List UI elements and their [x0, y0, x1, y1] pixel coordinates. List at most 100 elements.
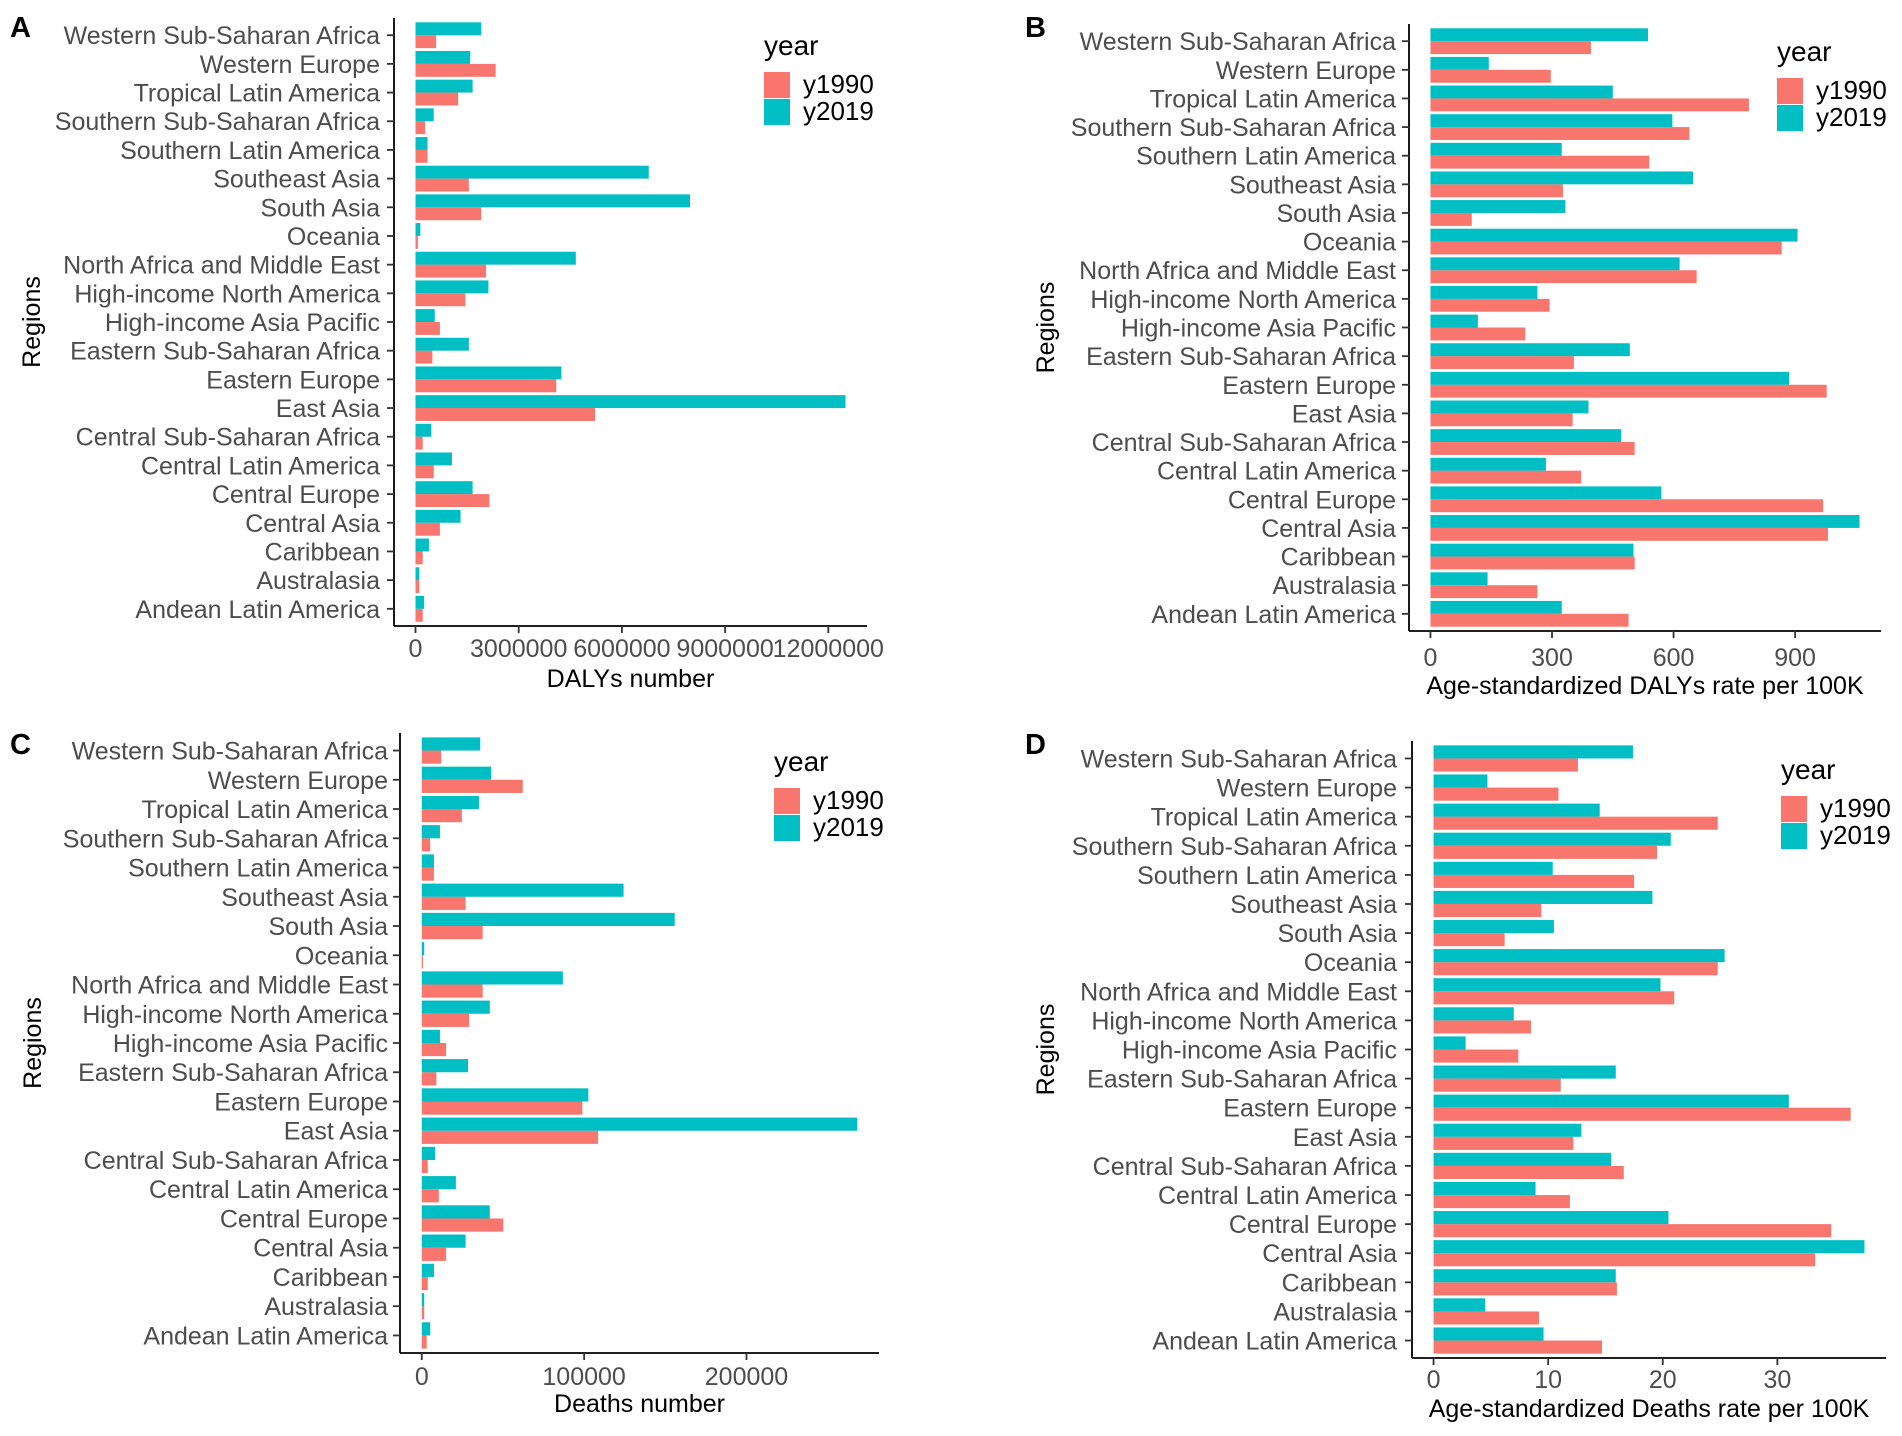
bar-y2019-central-sub-saharan-africa	[421, 1146, 436, 1160]
category-label-southern-latin-america: Southern Latin America	[1136, 143, 1396, 171]
bar-y2019-oceania	[421, 942, 425, 956]
x-tick-label: 10	[1534, 1366, 1562, 1394]
bar-y2019-north-africa-and-middle-east	[421, 971, 563, 985]
bar-y2019-southern-sub-saharan-africa	[415, 108, 434, 122]
category-label-australasia: Australasia	[1273, 1298, 1397, 1326]
bar-y2019-andean-latin-america	[1433, 1327, 1544, 1341]
category-label-eastern-sub-saharan-africa: Eastern Sub-Saharan Africa	[78, 1059, 388, 1087]
bar-y1990-eastern-sub-saharan-africa	[1433, 1078, 1561, 1092]
category-label-southern-latin-america: Southern Latin America	[120, 137, 380, 165]
bar-y1990-north-africa-and-middle-east	[1430, 270, 1697, 284]
x-axis-title: Age-standardized DALYs rate per 100K	[1426, 672, 1864, 700]
bar-y1990-central-latin-america	[421, 1189, 439, 1203]
bar-y1990-western-europe	[421, 779, 523, 793]
bar-y1990-central-europe	[421, 1218, 504, 1232]
bar-y2019-western-europe	[1430, 56, 1489, 70]
category-label-southern-sub-saharan-africa: Southern Sub-Saharan Africa	[63, 825, 388, 853]
category-label-high-income-asia-pacific: High-income Asia Pacific	[105, 309, 380, 337]
bar-y1990-high-income-north-america	[1430, 298, 1550, 312]
category-label-oceania: Oceania	[1304, 949, 1397, 977]
category-label-central-latin-america: Central Latin America	[149, 1176, 388, 1204]
bar-y1990-south-asia	[1430, 212, 1472, 226]
bar-y1990-southern-latin-america	[1430, 155, 1650, 169]
bar-y2019-western-europe	[421, 766, 492, 780]
bar-y2019-eastern-europe	[421, 1088, 589, 1102]
legend-key-y1990	[774, 788, 800, 814]
x-tick-label: 0	[415, 1363, 429, 1391]
category-label-western-sub-saharan-africa: Western Sub-Saharan Africa	[1081, 745, 1397, 773]
bar-y2019-central-asia	[1430, 515, 1860, 528]
bar-y1990-north-africa-and-middle-east	[1433, 991, 1675, 1005]
bar-y1990-high-income-north-america	[415, 293, 466, 307]
category-label-oceania: Oceania	[1303, 229, 1396, 257]
category-label-australasia: Australasia	[256, 567, 380, 595]
category-label-andean-latin-america: Andean Latin America	[1151, 601, 1396, 629]
category-label-east-asia: East Asia	[276, 395, 380, 423]
bar-y2019-southern-latin-america	[415, 137, 428, 150]
bar-y1990-eastern-europe	[421, 1101, 583, 1115]
category-label-eastern-europe: Eastern Europe	[206, 366, 380, 394]
bars-group	[421, 737, 858, 1349]
category-label-north-africa-and-middle-east: North Africa and Middle East	[63, 252, 380, 280]
bar-y2019-central-latin-america	[1433, 1181, 1536, 1196]
bar-y1990-southeast-asia	[421, 896, 466, 910]
bar-y2019-caribbean	[421, 1263, 434, 1277]
category-label-south-asia: South Asia	[260, 194, 380, 222]
bar-y2019-north-africa-and-middle-east	[415, 251, 576, 265]
legend-key-y2019	[1777, 105, 1803, 131]
bar-y2019-oceania	[1433, 949, 1725, 963]
bar-y1990-north-africa-and-middle-east	[415, 264, 487, 278]
category-label-central-latin-america: Central Latin America	[1157, 458, 1396, 486]
category-label-central-asia: Central Asia	[245, 510, 380, 538]
chart-panel-c: Western Sub-Saharan Africa Western Europe…	[0, 718, 951, 1436]
category-label-western-europe: Western Europe	[1216, 57, 1396, 85]
panel-tag: B	[1025, 12, 1046, 44]
bar-y1990-central-latin-america	[415, 465, 434, 479]
legend-title: year	[1781, 754, 1835, 785]
category-label-southeast-asia: Southeast Asia	[213, 166, 380, 194]
bar-y1990-western-sub-saharan-africa	[1430, 41, 1591, 55]
category-label-caribbean: Caribbean	[1282, 1269, 1397, 1297]
bar-y1990-southern-latin-america	[1433, 874, 1635, 888]
bar-y2019-andean-latin-america	[1430, 600, 1562, 614]
bar-y2019-southern-latin-america	[1433, 861, 1553, 875]
bar-y2019-eastern-sub-saharan-africa	[1430, 343, 1630, 357]
x-tick-label: 9000000	[676, 635, 773, 663]
bar-y1990-east-asia	[1433, 1136, 1574, 1150]
bar-y2019-andean-latin-america	[415, 595, 425, 609]
bar-y2019-east-asia	[421, 1117, 858, 1131]
y-axis-title: Regions	[1032, 1004, 1060, 1096]
category-label-eastern-sub-saharan-africa: Eastern Sub-Saharan Africa	[70, 338, 380, 366]
bar-y2019-australasia	[1430, 572, 1488, 586]
bar-y2019-western-sub-saharan-africa	[1430, 28, 1649, 42]
bar-y2019-western-sub-saharan-africa	[1433, 745, 1633, 759]
bar-y2019-east-asia	[1433, 1123, 1582, 1137]
category-label-south-asia: South Asia	[268, 913, 388, 941]
x-tick-label: 300	[1531, 644, 1573, 672]
category-label-central-sub-saharan-africa: Central Sub-Saharan Africa	[76, 424, 380, 452]
legend-label-y1990: y1990	[1820, 793, 1891, 823]
bar-y2019-eastern-sub-saharan-africa	[415, 337, 469, 351]
bar-y1990-oceania	[415, 235, 418, 249]
bar-y1990-high-income-asia-pacific	[1430, 327, 1526, 341]
bar-y1990-western-sub-saharan-africa	[415, 35, 437, 49]
bar-y1990-central-europe	[1433, 1224, 1832, 1238]
bar-y1990-caribbean	[415, 551, 423, 565]
bar-y2019-eastern-europe	[415, 366, 562, 380]
bar-y1990-central-sub-saharan-africa	[421, 1159, 428, 1174]
bar-y1990-central-asia	[421, 1247, 447, 1261]
category-label-high-income-asia-pacific: High-income Asia Pacific	[113, 1030, 388, 1058]
bar-y2019-southeast-asia	[1433, 890, 1653, 904]
bar-y1990-andean-latin-america	[415, 608, 423, 622]
bar-y2019-western-sub-saharan-africa	[421, 737, 481, 751]
bar-y2019-southeast-asia	[421, 883, 624, 897]
x-tick-label: 0	[409, 635, 423, 663]
bar-y2019-oceania	[415, 223, 421, 236]
bar-y1990-high-income-asia-pacific	[421, 1043, 447, 1057]
bar-y1990-southern-sub-saharan-africa	[1433, 845, 1658, 859]
category-label-central-europe: Central Europe	[1228, 486, 1396, 514]
category-label-high-income-north-america: High-income North America	[1091, 1007, 1397, 1035]
bar-y2019-southern-sub-saharan-africa	[421, 825, 440, 839]
category-label-western-sub-saharan-africa: Western Sub-Saharan Africa	[1080, 28, 1396, 56]
